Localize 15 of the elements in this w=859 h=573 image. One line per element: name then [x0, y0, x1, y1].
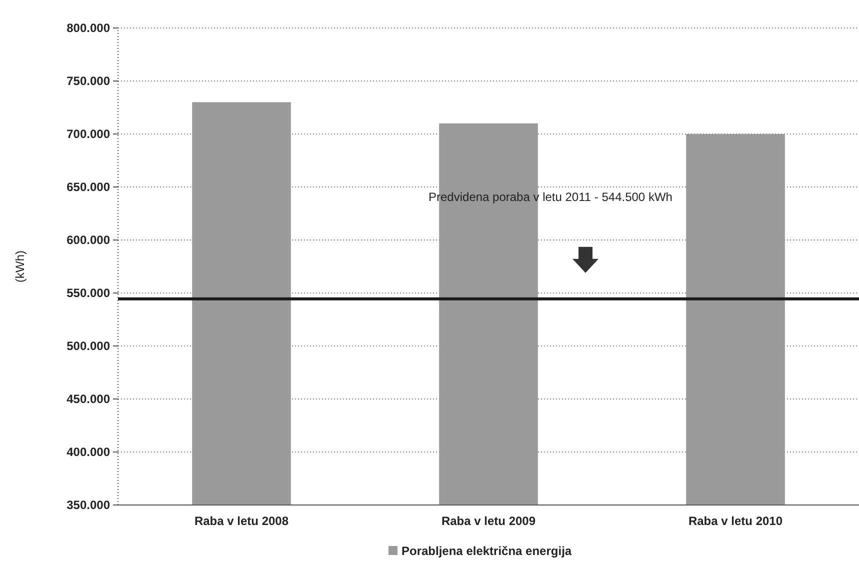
legend-label: Porabljena električna energija — [402, 544, 572, 558]
y-tick-label: 600.000 — [66, 233, 110, 248]
y-tick-label: 750.000 — [66, 74, 110, 88]
y-tick-label: 350.000 — [66, 498, 110, 512]
x-tick-label: Raba v letu 2010 — [688, 514, 783, 528]
y-tick-label: 500.000 — [66, 339, 110, 354]
y-tick-label: 800.000 — [66, 21, 110, 36]
y-tick-label: 550.000 — [66, 286, 110, 300]
x-tick-label: Raba v letu 2009 — [441, 514, 536, 528]
y-axis-title: (kWh) — [13, 250, 27, 282]
x-tick-label: Raba v letu 2008 — [194, 514, 289, 528]
y-tick-label: 400.000 — [66, 445, 110, 460]
y-tick-label: 450.000 — [66, 392, 110, 406]
y-tick-label: 700.000 — [66, 127, 110, 142]
y-tick-label: 650.000 — [66, 180, 110, 194]
